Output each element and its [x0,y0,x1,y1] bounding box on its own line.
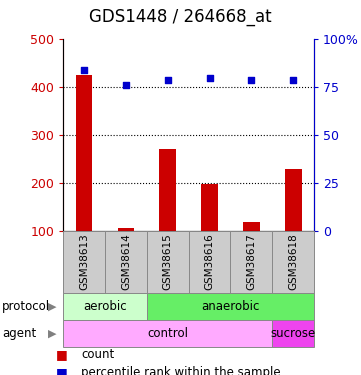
Text: agent: agent [2,327,36,340]
Bar [243,222,260,231]
Bar [159,149,176,231]
Text: GDS1448 / 264668_at: GDS1448 / 264668_at [89,8,272,26]
Text: GSM38613: GSM38613 [79,233,89,290]
Point [248,76,254,82]
Text: ■: ■ [56,366,67,375]
Text: sucrose: sucrose [270,327,316,340]
Text: count: count [81,348,114,361]
Text: control: control [147,327,188,340]
Text: GSM38616: GSM38616 [205,233,214,290]
Point [206,75,212,81]
Text: ■: ■ [56,348,67,361]
Text: GSM38618: GSM38618 [288,233,298,290]
Bar [118,228,134,231]
Text: percentile rank within the sample: percentile rank within the sample [81,366,281,375]
Point [290,76,296,82]
Point [123,82,129,88]
Bar [201,184,218,231]
Bar [285,170,301,231]
Text: ▶: ▶ [48,301,57,311]
Point [165,76,171,82]
Text: protocol: protocol [2,300,50,313]
Text: anaerobic: anaerobic [201,300,260,313]
Text: GSM38614: GSM38614 [121,233,131,290]
Point [81,67,87,73]
Text: ▶: ▶ [48,328,57,339]
Bar [76,75,92,231]
Text: aerobic: aerobic [83,300,127,313]
Text: GSM38617: GSM38617 [246,233,256,290]
Text: GSM38615: GSM38615 [163,233,173,290]
